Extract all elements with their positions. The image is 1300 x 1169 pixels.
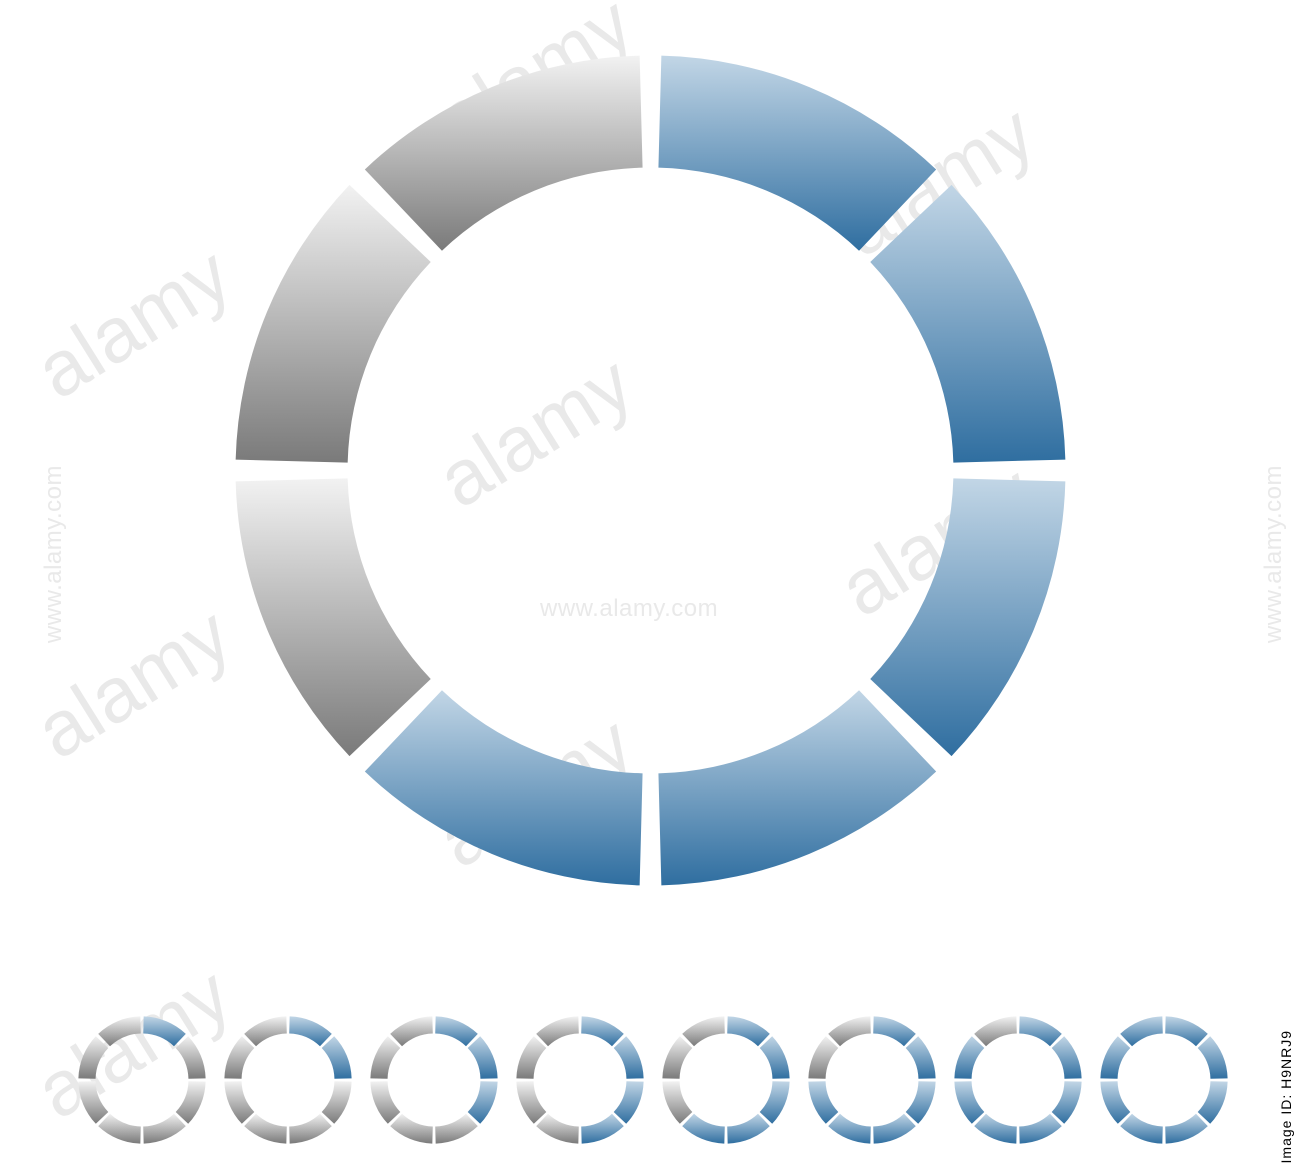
- ring-segment-7: [536, 1016, 579, 1046]
- ring-segment-7: [244, 1016, 287, 1046]
- progress-ring-thumb-8: [1094, 1010, 1234, 1155]
- ring-segment-4: [364, 690, 642, 885]
- ring-segment-0: [435, 1016, 478, 1046]
- progress-ring-thumb-1: [72, 1010, 212, 1155]
- ring-segment-4: [390, 1114, 433, 1144]
- ring-segment-2: [468, 1081, 498, 1124]
- ring-segment-3: [435, 1114, 478, 1144]
- watermark-url-left: www.alamy.com: [40, 465, 68, 643]
- ring-segment-5: [224, 1081, 254, 1124]
- image-id-label: Image ID: H9NRJ9: [1278, 1030, 1294, 1163]
- ring-segment-7: [974, 1016, 1017, 1046]
- ring-segment-7: [98, 1016, 141, 1046]
- ring-segment-5: [78, 1081, 108, 1124]
- ring-segment-0: [658, 55, 936, 250]
- ring-segment-6: [662, 1036, 692, 1079]
- progress-ring-thumb-5: [656, 1010, 796, 1155]
- ring-segment-5: [1100, 1081, 1130, 1124]
- ring-segment-6: [954, 1036, 984, 1079]
- ring-segment-4: [974, 1114, 1017, 1144]
- ring-segment-0: [143, 1016, 186, 1046]
- ring-segment-6: [235, 184, 430, 462]
- progress-ring-thumb-7: [948, 1010, 1088, 1155]
- ring-segment-4: [98, 1114, 141, 1144]
- ring-segment-1: [1052, 1036, 1082, 1079]
- ring-segment-5: [662, 1081, 692, 1124]
- ring-segment-1: [1198, 1036, 1228, 1079]
- ring-segment-6: [808, 1036, 838, 1079]
- ring-segment-5: [808, 1081, 838, 1124]
- ring-segment-0: [873, 1016, 916, 1046]
- ring-segment-0: [1019, 1016, 1062, 1046]
- ring-segment-3: [289, 1114, 332, 1144]
- ring-segment-5: [235, 478, 430, 756]
- ring-segment-0: [289, 1016, 332, 1046]
- ring-segment-1: [614, 1036, 644, 1079]
- ring-segment-1: [176, 1036, 206, 1079]
- stage: alamy alamy alamyalamy alamy alamyalamy …: [0, 0, 1300, 1169]
- ring-segment-3: [658, 690, 936, 885]
- ring-segment-3: [1019, 1114, 1062, 1144]
- progress-ring-thumbnails-row: [72, 1010, 1234, 1155]
- ring-segment-3: [581, 1114, 624, 1144]
- ring-segment-6: [370, 1036, 400, 1079]
- ring-segment-6: [516, 1036, 546, 1079]
- ring-segment-2: [760, 1081, 790, 1124]
- progress-ring-thumb-4: [510, 1010, 650, 1155]
- ring-segment-1: [322, 1036, 352, 1079]
- ring-segment-7: [828, 1016, 871, 1046]
- ring-segment-4: [828, 1114, 871, 1144]
- ring-segment-3: [873, 1114, 916, 1144]
- ring-segment-2: [906, 1081, 936, 1124]
- ring-segment-2: [870, 478, 1065, 756]
- ring-segment-3: [727, 1114, 770, 1144]
- ring-segment-0: [1165, 1016, 1208, 1046]
- ring-segment-7: [1120, 1016, 1163, 1046]
- ring-segment-4: [682, 1114, 725, 1144]
- ring-segment-2: [176, 1081, 206, 1124]
- watermark-url-right: www.alamy.com: [1260, 465, 1288, 643]
- ring-segment-2: [614, 1081, 644, 1124]
- ring-segment-5: [516, 1081, 546, 1124]
- progress-ring-large: [194, 14, 1107, 932]
- ring-segment-4: [244, 1114, 287, 1144]
- ring-segment-0: [727, 1016, 770, 1046]
- progress-ring-thumb-6: [802, 1010, 942, 1155]
- progress-ring-thumb-3: [364, 1010, 504, 1155]
- ring-segment-4: [1120, 1114, 1163, 1144]
- ring-segment-5: [954, 1081, 984, 1124]
- ring-segment-1: [468, 1036, 498, 1079]
- ring-segment-2: [1052, 1081, 1082, 1124]
- progress-ring-thumb-2: [218, 1010, 358, 1155]
- ring-segment-0: [581, 1016, 624, 1046]
- ring-segment-3: [143, 1114, 186, 1144]
- ring-segment-2: [322, 1081, 352, 1124]
- ring-segment-7: [390, 1016, 433, 1046]
- ring-segment-3: [1165, 1114, 1208, 1144]
- ring-segment-6: [224, 1036, 254, 1079]
- ring-segment-7: [682, 1016, 725, 1046]
- ring-segment-1: [906, 1036, 936, 1079]
- ring-segment-6: [1100, 1036, 1130, 1079]
- ring-segment-7: [364, 55, 642, 250]
- ring-segment-6: [78, 1036, 108, 1079]
- ring-segment-1: [760, 1036, 790, 1079]
- ring-segment-2: [1198, 1081, 1228, 1124]
- ring-segment-1: [870, 184, 1065, 462]
- ring-segment-4: [536, 1114, 579, 1144]
- ring-segment-5: [370, 1081, 400, 1124]
